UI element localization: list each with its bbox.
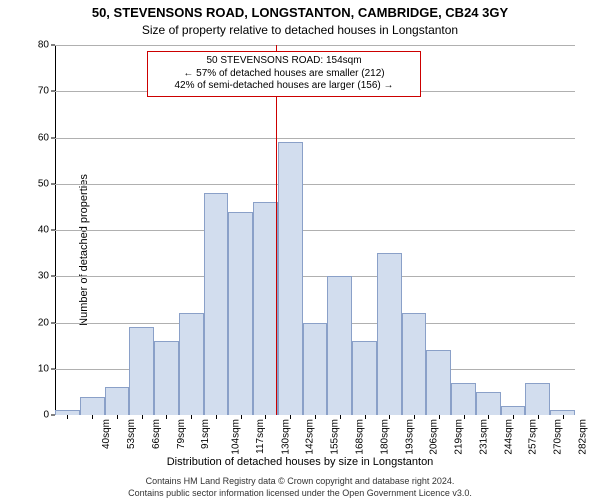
ytick-mark bbox=[51, 230, 55, 231]
xtick-mark bbox=[290, 415, 291, 419]
xtick-label: 117sqm bbox=[255, 419, 266, 454]
histogram-bar bbox=[228, 212, 253, 416]
ytick-label: 50 bbox=[38, 178, 49, 189]
gridline bbox=[55, 230, 575, 231]
ytick-mark bbox=[51, 322, 55, 323]
xtick-mark bbox=[117, 415, 118, 419]
ytick-mark bbox=[51, 276, 55, 277]
xtick-mark bbox=[488, 415, 489, 419]
histogram-bar bbox=[129, 327, 154, 415]
xtick-label: 104sqm bbox=[231, 419, 242, 455]
xtick-label: 40sqm bbox=[101, 419, 112, 449]
histogram-bar bbox=[303, 323, 328, 416]
xtick-label: 231sqm bbox=[478, 419, 489, 455]
ytick-label: 60 bbox=[38, 132, 49, 143]
xtick-label: 79sqm bbox=[176, 419, 187, 449]
annotation-line-1: 50 STEVENSONS ROAD: 154sqm bbox=[154, 55, 414, 68]
histogram-bar bbox=[253, 202, 278, 415]
xtick-mark bbox=[315, 415, 316, 419]
histogram-bar bbox=[525, 383, 550, 415]
histogram-bar bbox=[476, 392, 501, 415]
xtick-mark bbox=[538, 415, 539, 419]
gridline bbox=[55, 138, 575, 139]
annotation-line-2: ← 57% of detached houses are smaller (21… bbox=[154, 68, 414, 81]
histogram-bar bbox=[179, 313, 204, 415]
xtick-label: 282sqm bbox=[577, 419, 588, 455]
xtick-label: 91sqm bbox=[200, 419, 211, 449]
xtick-mark bbox=[92, 415, 93, 419]
gridline bbox=[55, 276, 575, 277]
xtick-label: 142sqm bbox=[305, 419, 316, 455]
figure: 50, STEVENSONS ROAD, LONGSTANTON, CAMBRI… bbox=[0, 0, 600, 500]
xtick-mark bbox=[216, 415, 217, 419]
histogram-bar bbox=[352, 341, 377, 415]
xtick-label: 53sqm bbox=[126, 419, 137, 449]
histogram-bar bbox=[278, 142, 303, 415]
xtick-label: 180sqm bbox=[379, 419, 390, 455]
ytick-mark bbox=[51, 137, 55, 138]
xtick-mark bbox=[365, 415, 366, 419]
ytick-mark bbox=[51, 91, 55, 92]
xtick-mark bbox=[340, 415, 341, 419]
histogram-bar bbox=[154, 341, 179, 415]
ytick-label: 20 bbox=[38, 317, 49, 328]
histogram-bar bbox=[402, 313, 427, 415]
property-marker-line bbox=[276, 45, 277, 415]
xtick-mark bbox=[513, 415, 514, 419]
histogram-bar bbox=[451, 383, 476, 415]
histogram-bar bbox=[426, 350, 451, 415]
xtick-label: 270sqm bbox=[553, 419, 564, 455]
histogram-bar bbox=[105, 387, 130, 415]
histogram-bar bbox=[80, 397, 105, 416]
xtick-label: 130sqm bbox=[280, 419, 291, 455]
x-axis-label: Distribution of detached houses by size … bbox=[0, 456, 600, 468]
xtick-label: 257sqm bbox=[528, 419, 539, 455]
gridline bbox=[55, 184, 575, 185]
chart-subtitle: Size of property relative to detached ho… bbox=[0, 23, 600, 37]
histogram-bar bbox=[204, 193, 229, 415]
credits-line-2: Contains public sector information licen… bbox=[0, 488, 600, 498]
xtick-mark bbox=[414, 415, 415, 419]
annotation-line-3: 42% of semi-detached houses are larger (… bbox=[154, 80, 414, 93]
xtick-label: 155sqm bbox=[330, 419, 341, 455]
annotation-box: 50 STEVENSONS ROAD: 154sqm← 57% of detac… bbox=[147, 51, 421, 97]
ytick-label: 0 bbox=[43, 410, 49, 421]
xtick-label: 193sqm bbox=[404, 419, 415, 455]
credits-line-1: Contains HM Land Registry data © Crown c… bbox=[0, 476, 600, 486]
xtick-mark bbox=[464, 415, 465, 419]
xtick-mark bbox=[439, 415, 440, 419]
plot-area: 0102030405060708040sqm53sqm66sqm79sqm91s… bbox=[55, 45, 575, 415]
xtick-label: 66sqm bbox=[151, 419, 162, 449]
xtick-label: 244sqm bbox=[503, 419, 514, 455]
ytick-mark bbox=[51, 45, 55, 46]
gridline bbox=[55, 45, 575, 46]
xtick-label: 219sqm bbox=[454, 419, 465, 455]
ytick-label: 30 bbox=[38, 271, 49, 282]
ytick-label: 10 bbox=[38, 363, 49, 374]
xtick-mark bbox=[241, 415, 242, 419]
histogram-bar bbox=[377, 253, 402, 415]
ytick-label: 80 bbox=[38, 40, 49, 51]
xtick-label: 206sqm bbox=[429, 419, 440, 455]
xtick-mark bbox=[166, 415, 167, 419]
xtick-mark bbox=[389, 415, 390, 419]
xtick-mark bbox=[142, 415, 143, 419]
ytick-label: 70 bbox=[38, 86, 49, 97]
chart-title: 50, STEVENSONS ROAD, LONGSTANTON, CAMBRI… bbox=[0, 5, 600, 20]
xtick-mark bbox=[67, 415, 68, 419]
xtick-label: 168sqm bbox=[355, 419, 366, 455]
ytick-mark bbox=[51, 183, 55, 184]
xtick-mark bbox=[265, 415, 266, 419]
ytick-label: 40 bbox=[38, 225, 49, 236]
xtick-mark bbox=[191, 415, 192, 419]
ytick-mark bbox=[51, 368, 55, 369]
xtick-mark bbox=[563, 415, 564, 419]
histogram-bar bbox=[327, 276, 352, 415]
histogram-bar bbox=[501, 406, 526, 415]
